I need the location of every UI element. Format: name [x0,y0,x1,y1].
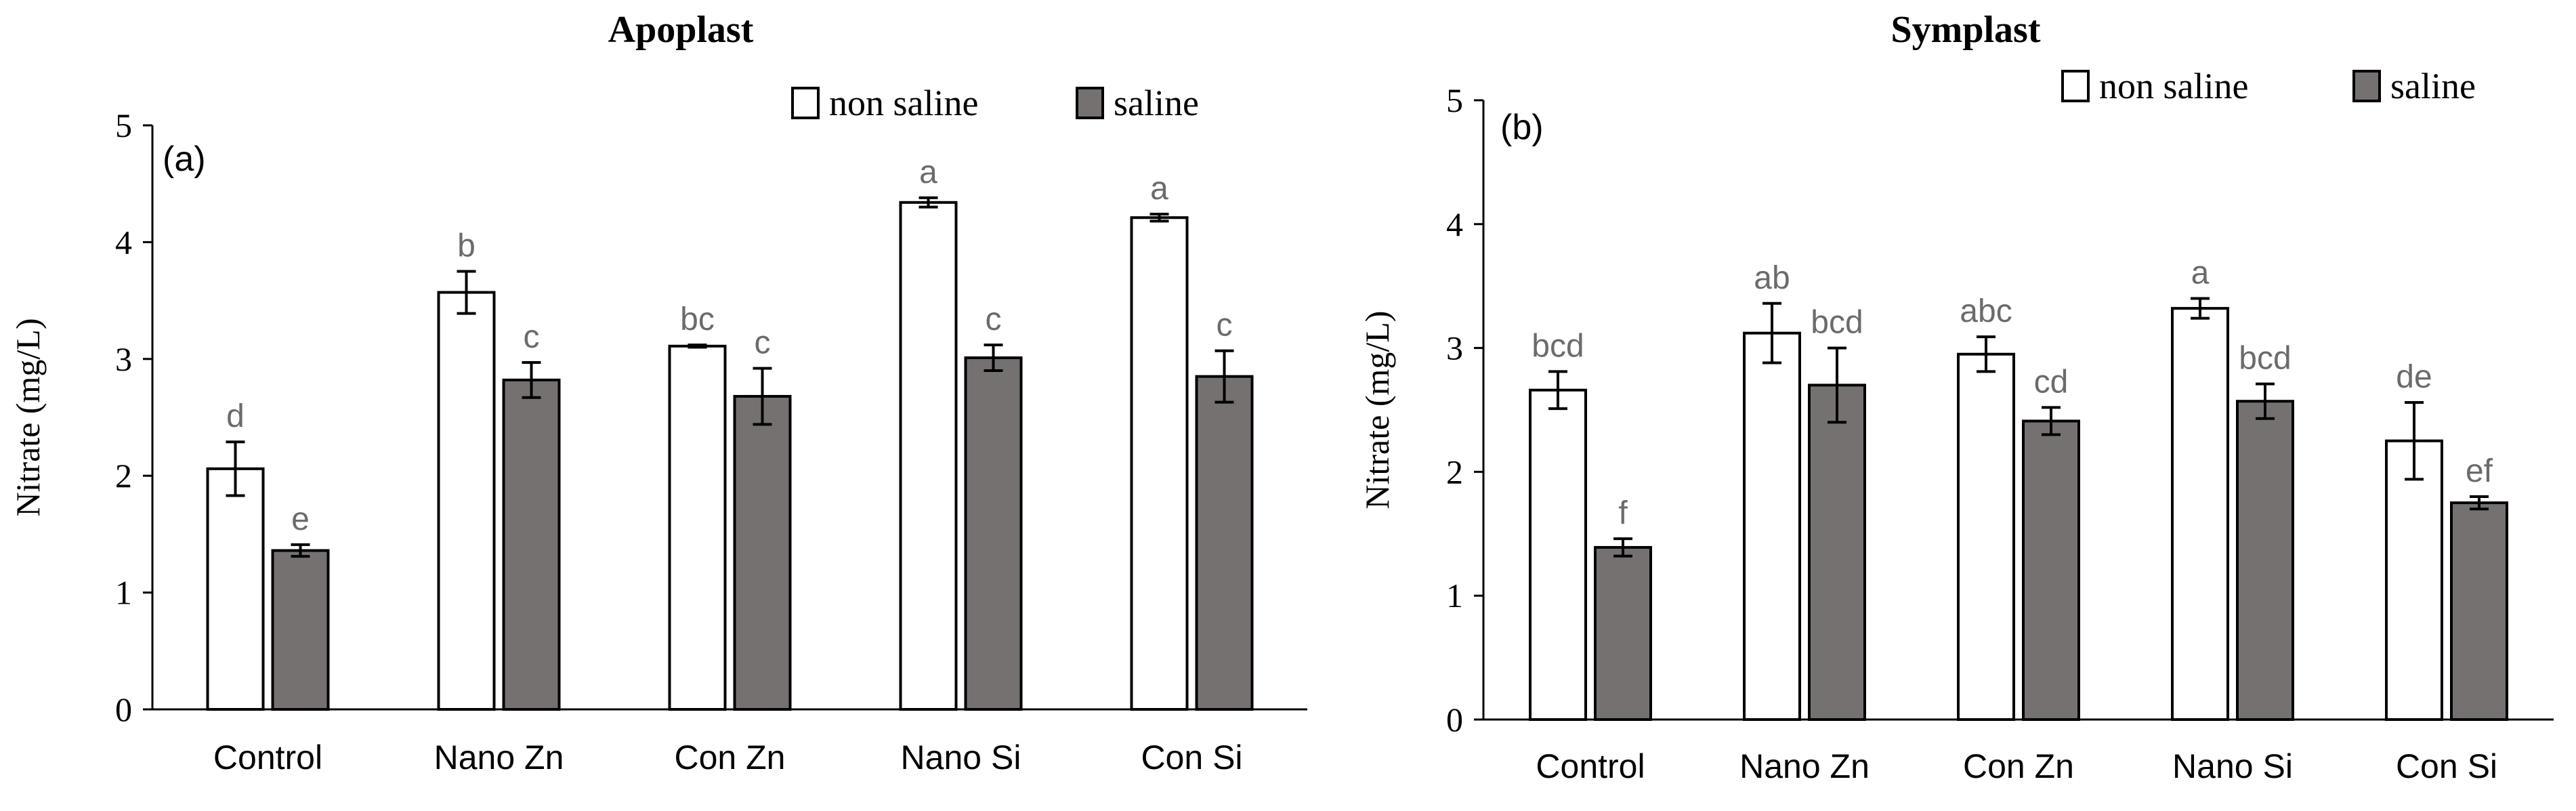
symplast-significance-letter: ab [1754,260,1790,296]
apoplast-significance-letter: c [986,301,1002,337]
apoplast-x-tick-label: Con Zn [675,739,786,776]
symplast-y-tick-label: 0 [1446,701,1463,739]
apoplast-y-tick-label: 4 [115,223,132,261]
apoplast-significance-letter: a [919,154,937,190]
apoplast-significance-letter: c [1217,308,1233,344]
symplast-bar-saline [2450,501,2508,721]
apoplast-significance-letter: a [1150,171,1168,207]
apoplast-bar-nonsaline [1130,216,1189,711]
symplast-x-tick-label: Nano Si [2172,747,2293,785]
apoplast-significance-letter: b [457,228,476,264]
symplast-bar-nonsaline [1529,388,1587,721]
apoplast-legend-swatch-saline [1076,87,1104,119]
symplast-y-tick-label: 5 [1446,81,1463,119]
symplast-significance-letter: ef [2466,453,2493,489]
apoplast-bar-nonsaline [668,344,727,711]
symplast-bar-nonsaline [1743,331,1801,721]
symplast-bar-nonsaline [2385,439,2443,721]
symplast-bar-saline [2022,419,2080,722]
symplast-title: Symplast [1891,9,2041,51]
apoplast-x-tick-label: Con Si [1141,739,1242,776]
symplast-significance-letter: de [2396,359,2432,395]
apoplast-bar-saline [1195,375,1254,711]
apoplast-bar-saline [964,356,1023,711]
symplast-significance-letter: a [2191,255,2210,291]
symplast-bar-nonsaline [1957,352,2015,721]
apoplast-legend-swatch-nonsaline [791,87,820,119]
symplast-x-tick-label: Control [1536,747,1645,785]
symplast-legend-swatch-saline [2352,70,2381,102]
symplast-significance-letter: cd [2034,364,2069,400]
symplast-y-tick-label: 4 [1446,205,1463,243]
symplast-bar-saline [2236,400,2294,721]
symplast-legend-label: saline [2390,66,2476,106]
symplast-x-tick-label: Nano Zn [1739,747,1870,785]
apoplast-x-tick-label: Nano Zn [434,739,564,776]
apoplast-y-tick-label: 3 [115,340,132,378]
apoplast-x-tick-label: Control [213,739,322,776]
symplast-x-tick-label: Con Zn [1963,747,2074,785]
apoplast-x-tick-label: Nano Si [901,739,1021,776]
symplast-panel-label: (b) [1500,108,1544,147]
apoplast-significance-letter: c [755,325,771,361]
apoplast-y-tick-label: 1 [115,574,132,612]
symplast-y-tick-label: 3 [1446,329,1463,367]
apoplast-bar-saline [271,549,330,711]
apoplast-bar-nonsaline [437,291,496,711]
apoplast-significance-letter: c [524,319,540,355]
symplast-significance-letter: bcd [1811,305,1863,341]
symplast-legend-label: non saline [2099,66,2248,106]
apoplast-y-tick-label: 2 [115,457,132,495]
apoplast-significance-letter: e [291,501,310,537]
apoplast-bar-nonsaline [206,467,265,711]
apoplast-title: Apoplast [608,9,754,51]
symplast-legend-swatch-nonsaline [2061,70,2090,102]
symplast-significance-letter: f [1618,495,1628,531]
symplast-bar-nonsaline [2171,307,2229,721]
apoplast-significance-letter: bc [680,301,715,337]
apoplast-y-tick-label: 0 [115,690,132,728]
symplast-significance-letter: bcd [2239,341,2291,377]
apoplast-y-tick-label: 5 [115,106,132,144]
apoplast-bar-saline [502,378,561,711]
symplast-significance-letter: abc [1960,293,2012,329]
symplast-y-tick-label: 2 [1446,453,1463,491]
symplast-significance-letter: bcd [1532,328,1584,364]
apoplast-significance-letter: d [226,398,245,434]
symplast-bar-saline [1808,383,1866,721]
symplast-x-tick-label: Con Si [2396,747,2497,785]
apoplast-ylabel: Nitrate (mg/L) [9,318,47,517]
symplast-y-tick-label: 1 [1446,577,1463,615]
apoplast-bar-nonsaline [899,201,958,711]
symplast-ylabel: Nitrate (mg/L) [1358,311,1396,510]
apoplast-bar-saline [733,394,792,711]
apoplast-legend-label: non saline [829,83,978,123]
apoplast-panel-label: (a) [163,140,206,179]
symplast-bar-saline [1594,545,1652,722]
apoplast-legend-label: saline [1114,83,1199,123]
